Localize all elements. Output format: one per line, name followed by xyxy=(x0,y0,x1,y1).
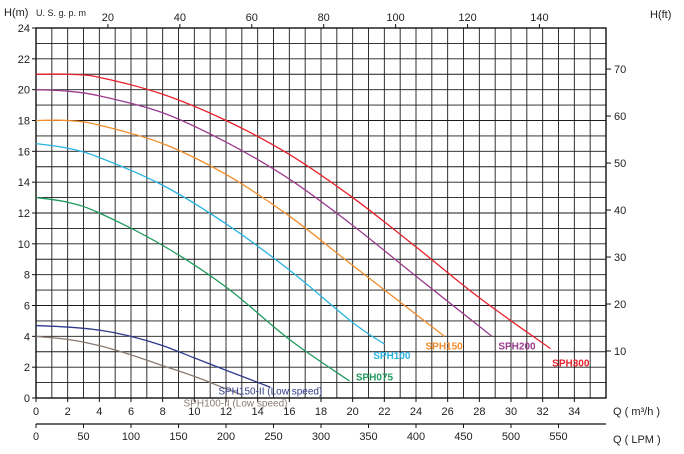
bottom-lpm-tick-label: 500 xyxy=(502,431,520,443)
bottom-q-tick-label: 12 xyxy=(220,406,232,418)
curve-sph300 xyxy=(35,73,551,350)
left-tick-label: 10 xyxy=(18,239,30,251)
bottom-lpm-tick-label: 0 xyxy=(33,431,39,443)
series-label-sph150: SPH150 xyxy=(426,342,464,353)
bottom-lpm-tick-label: 450 xyxy=(454,431,472,443)
bottom-lpm-tick-label: 100 xyxy=(122,431,140,443)
bottom-q-tick-label: 14 xyxy=(252,406,264,418)
bottom-q-tick-label: 30 xyxy=(505,406,517,418)
series-label-sph100: SPH100 xyxy=(373,351,411,362)
bottom-lpm-tick-label: 550 xyxy=(549,431,567,443)
bottom-q-axis-label: Q ( m³/h ) xyxy=(613,406,660,418)
curve-sph150-ii-low-speed xyxy=(35,324,271,388)
bottom-q-tick-label: 2 xyxy=(65,406,71,418)
left-tick-label: 6 xyxy=(24,301,30,313)
bottom-q-tick-label: 24 xyxy=(410,406,422,418)
left-tick-label: 16 xyxy=(18,146,30,158)
bottom-q-tick-label: 6 xyxy=(128,406,134,418)
top-tick-label: 60 xyxy=(246,12,258,24)
bottom-q-tick-label: 20 xyxy=(347,406,359,418)
bottom-lpm-tick-label: 150 xyxy=(169,431,187,443)
curve-sph075 xyxy=(35,196,350,382)
grid xyxy=(36,28,606,398)
top-tick-label: 120 xyxy=(458,12,476,24)
series-label-sph100-ii-low-speed: SPH100-II (Low speed) xyxy=(184,399,288,410)
left-tick-label: 22 xyxy=(18,54,30,66)
series-labels: SPH300 SPH200 SPH150 SPH100 SPH075 SPH150-II … xyxy=(184,342,590,410)
bottom-q-tick-label: 28 xyxy=(473,406,485,418)
top-tick-label: 140 xyxy=(530,12,548,24)
curve-sph100 xyxy=(35,142,385,345)
left-axis-label: H(m) xyxy=(4,7,28,19)
left-tick-label: 2 xyxy=(24,362,30,374)
top-tick-label: 80 xyxy=(318,12,330,24)
right-tick-label: 40 xyxy=(614,205,626,217)
left-tick-label: 4 xyxy=(24,331,30,343)
right-tick-label: 70 xyxy=(614,64,626,76)
series-label-sph075: SPH075 xyxy=(356,372,394,383)
bottom-q-tick-label: 32 xyxy=(537,406,549,418)
bottom-q-tick-label: 26 xyxy=(442,406,454,418)
curve-sph150 xyxy=(35,119,445,337)
right-tick-label: 20 xyxy=(614,299,626,311)
bottom-q-tick-label: 4 xyxy=(96,406,102,418)
bottom-lpm-tick-label: 350 xyxy=(359,431,377,443)
left-tick-label: 8 xyxy=(24,270,30,282)
left-tick-label: 12 xyxy=(18,208,30,220)
right-tick-label: 60 xyxy=(614,111,626,123)
top-tick-label: 40 xyxy=(174,12,186,24)
bottom-lpm-tick-label: 200 xyxy=(217,431,235,443)
series-label-sph300: SPH300 xyxy=(552,359,590,370)
bottom-lpm-tick-label: 400 xyxy=(407,431,425,443)
right-axis-label: H(ft) xyxy=(650,9,671,21)
left-tick-label: 0 xyxy=(24,393,30,405)
bottom-q-tick-label: 10 xyxy=(188,406,200,418)
bottom-q-tick-label: 34 xyxy=(568,406,580,418)
bottom-q-tick-label: 16 xyxy=(283,406,295,418)
bottom-q-tick-label: 8 xyxy=(160,406,166,418)
right-tick-label: 30 xyxy=(614,252,626,264)
bottom-lpm-tick-label: 50 xyxy=(77,431,89,443)
bottom-q-tick-label: 18 xyxy=(315,406,327,418)
top-axis-label: U. S. g. p. m xyxy=(36,8,86,18)
series-label-sph150-ii-low-speed: SPH150-II (Low speed) xyxy=(218,386,322,397)
curves xyxy=(35,73,551,396)
right-tick-label: 10 xyxy=(614,346,626,358)
top-tick-label: 100 xyxy=(386,12,404,24)
bottom-lpm-tick-label: 300 xyxy=(312,431,330,443)
right-tick-label: 50 xyxy=(614,158,626,170)
bottom-lpm-tick-label: 250 xyxy=(264,431,282,443)
bottom-q-tick-label: 22 xyxy=(378,406,390,418)
bottom-lpm-axis-label: Q ( LPM ) xyxy=(613,434,661,446)
left-tick-label: 18 xyxy=(18,116,30,128)
left-tick-label: 20 xyxy=(18,85,30,97)
series-label-sph200: SPH200 xyxy=(498,342,536,353)
left-tick-label: 24 xyxy=(18,23,30,35)
curve-sph100-ii-low-speed xyxy=(35,335,243,396)
bottom-q-tick-label: 0 xyxy=(33,406,39,418)
top-tick-label: 20 xyxy=(102,12,114,24)
left-tick-label: 14 xyxy=(18,177,30,189)
curve-sph200 xyxy=(35,89,493,337)
